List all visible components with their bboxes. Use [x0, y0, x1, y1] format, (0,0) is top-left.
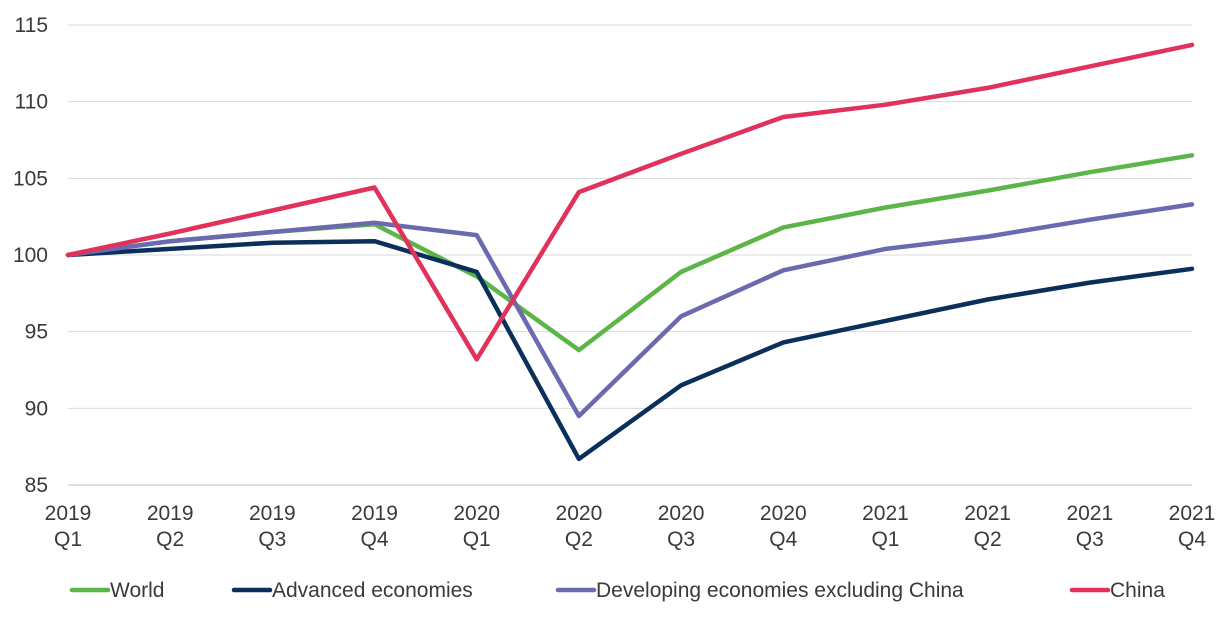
x-tick-label-year: 2019	[351, 502, 398, 525]
x-tick-label-quarter: Q1	[463, 528, 491, 551]
legend: World Advanced economies Developing econom…	[69, 579, 1165, 602]
x-tick-label-quarter: Q1	[54, 528, 82, 551]
x-tick-label-year: 2019	[45, 502, 92, 525]
x-tick-label-year: 2021	[1169, 502, 1216, 525]
x-tick-label-quarter: Q4	[769, 528, 797, 551]
x-tick-label-year: 2021	[862, 502, 909, 525]
x-tick-label-quarter: Q4	[1178, 528, 1206, 551]
legend-label: Developing economies excluding China	[596, 579, 964, 602]
x-tick-label-quarter: Q3	[1076, 528, 1104, 551]
x-tick-label-year: 2020	[453, 502, 500, 525]
y-tick-label: 90	[25, 397, 48, 420]
x-tick-label-year: 2020	[556, 502, 603, 525]
gridlines	[68, 24, 1192, 486]
y-tick-label: 85	[25, 474, 48, 497]
y-tick-label: 110	[15, 91, 48, 114]
x-tick-label-year: 2021	[1066, 502, 1113, 525]
y-tick-label: 100	[13, 244, 48, 267]
x-tick-label-year: 2020	[658, 502, 705, 525]
legend-label: World	[110, 579, 164, 602]
series-line-advanced-economies	[65, 238, 1195, 462]
series-line-world	[65, 153, 1195, 353]
x-tick-label-quarter: Q2	[156, 528, 184, 551]
y-tick-label: 115	[15, 14, 48, 37]
x-tick-label-year: 2019	[249, 502, 296, 525]
x-tick-label-year: 2021	[964, 502, 1011, 525]
x-tick-label-quarter: Q1	[871, 528, 899, 551]
legend-label: Advanced economies	[272, 579, 473, 602]
legend-label: China	[1110, 579, 1165, 602]
series-lines	[65, 42, 1195, 462]
series-line-developing-economies-excluding-china	[65, 202, 1195, 419]
y-axis-ticks: 85 90 95 100 105 110 115	[13, 14, 48, 497]
x-tick-label-quarter: Q3	[258, 528, 286, 551]
y-tick-label: 105	[13, 167, 48, 190]
series-line-china	[65, 42, 1195, 362]
x-tick-label-quarter: Q3	[667, 528, 695, 551]
x-tick-label-year: 2020	[760, 502, 807, 525]
x-axis-ticks: 2019 Q1 2019 Q2 2019 Q3 2019 Q4 2020 Q1 2020 Q2 2020…	[45, 502, 1216, 551]
x-tick-label-quarter: Q2	[974, 528, 1002, 551]
x-tick-label-quarter: Q2	[565, 528, 593, 551]
y-tick-label: 95	[25, 321, 48, 344]
x-tick-label-quarter: Q4	[361, 528, 389, 551]
x-tick-label-year: 2019	[147, 502, 194, 525]
